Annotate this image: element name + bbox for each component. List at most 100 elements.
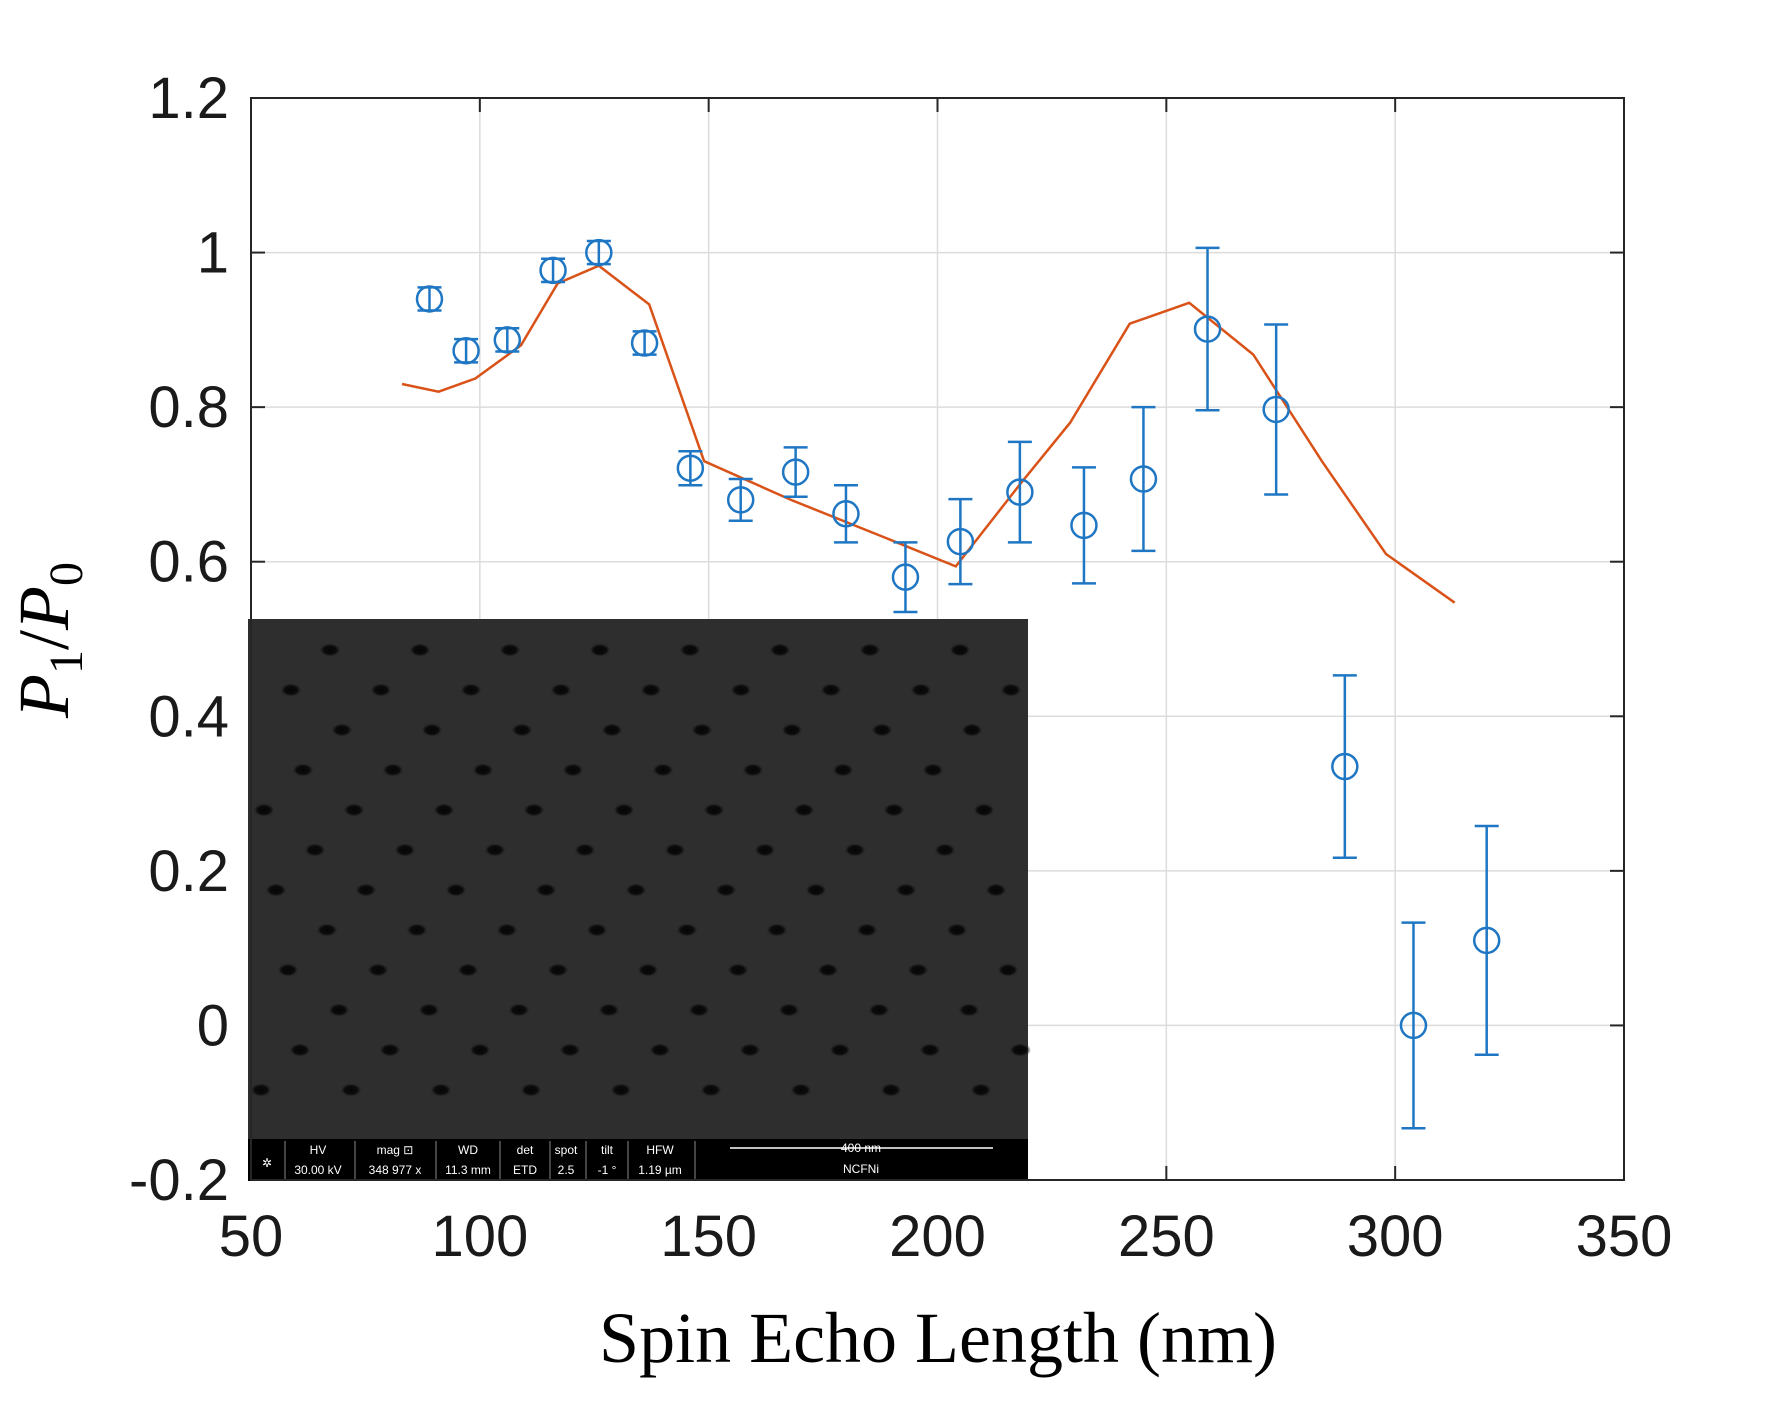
data-point [1262,323,1290,496]
sem-pore [688,1003,710,1017]
data-point [891,541,920,614]
sem-header: HFW [646,1143,674,1157]
sem-pore [484,843,506,857]
sem-pore [277,963,299,977]
y-tick-label: 0.8 [148,375,229,440]
sem-value: ETD [513,1163,537,1177]
sem-pore [379,1043,401,1057]
sem-pore [1009,1043,1031,1057]
sem-inset-image: ✲ HV mag ⊡ WD det spot tilt HFW 30.00 kV 348 97… [248,619,1031,1181]
y-tick-label: 0.2 [148,839,229,904]
sem-pore [586,923,608,937]
data-marker [1070,511,1098,540]
data-point [585,238,613,267]
sem-pore [613,803,635,817]
sem-pore [508,1003,530,1017]
data-point [1331,674,1359,859]
sem-value: 1.19 µm [638,1163,682,1177]
x-tick-label: 300 [1347,1204,1444,1269]
data-point [946,497,975,586]
data-point [1070,466,1098,585]
sem-pore [778,1003,800,1017]
sem-pore [949,643,971,657]
sem-logo-icon: ✲ [262,1156,272,1170]
sem-pore [1000,683,1022,697]
fit-layer [401,264,1456,604]
plot-frame [250,97,1625,1181]
sem-pore [649,1043,671,1057]
data-point [676,449,705,487]
sem-pore [652,763,674,777]
sem-pore [871,723,893,737]
data-point [1472,824,1501,1057]
sem-pore [304,843,326,857]
x-tick-label: 200 [889,1204,986,1269]
data-point [781,446,810,499]
sem-pore [343,803,365,817]
sem-pore [691,723,713,737]
data-marker [1193,315,1222,343]
sem-header: mag ⊡ [377,1143,414,1157]
sem-pore [610,1083,632,1097]
y-tick-label: 0.4 [148,684,229,749]
sem-pore [781,723,803,737]
sem-pore [961,723,983,737]
data-marker [585,238,613,267]
sem-pore [574,843,596,857]
sem-info-headers: HV mag ⊡ WD det spot tilt HFW [284,1141,696,1179]
data-point [1399,921,1428,1130]
data-point [726,477,755,523]
sem-pore [829,1043,851,1057]
sem-pore [742,763,764,777]
sem-pore [769,643,791,657]
y-tick-label: 1 [197,221,229,286]
sem-pore [421,723,443,737]
sem-pore [430,1083,452,1097]
sem-pore [328,1003,350,1017]
sem-header: HV [310,1143,327,1157]
data-marker [781,458,810,486]
sem-pore [907,963,929,977]
sem-pore [766,923,788,937]
sem-pore [382,763,404,777]
sem-pore [805,883,827,897]
sem-pore [265,883,287,897]
sem-pore [535,883,557,897]
sem-value: 30.00 kV [294,1163,341,1177]
data-marker [630,329,659,357]
sem-scale-label: 400 nm [841,1141,881,1155]
sem-sample-name: NCFNi [843,1162,879,1176]
sem-pore [523,803,545,817]
sem-pore [511,723,533,737]
sem-pore [637,963,659,977]
sem-pore [859,643,881,657]
x-tick-label: 100 [431,1204,528,1269]
axis-ticks: 50 100 150 200 250 300 350-0.200.20.40.60.811.… [129,66,1672,1269]
x-tick-label: 250 [1118,1204,1215,1269]
sem-pore [832,763,854,777]
sem-pore [910,683,932,697]
sem-pore [496,923,518,937]
sem-pore [970,1083,992,1097]
data-marker [1262,395,1290,424]
y-axis-label: P1/P0 [4,562,93,719]
data-point [452,336,480,365]
y-tick-label: -0.2 [129,1148,229,1213]
sem-pore [793,803,815,817]
sem-pore [640,683,662,697]
fit-line [401,264,1456,604]
sem-pore [958,1003,980,1017]
data-marker [1331,752,1359,781]
x-tick-label: 350 [1576,1204,1673,1269]
sem-pore [562,763,584,777]
data-point [539,256,567,285]
y-tick-label: 1.2 [148,66,229,131]
sem-pore [253,803,275,817]
sem-header: spot [555,1143,578,1157]
sem-pore [679,643,701,657]
sem-pore [934,843,956,857]
sem-header: tilt [601,1143,614,1157]
data-marker [493,326,522,354]
sem-pore [445,883,467,897]
sem-pore [919,1043,941,1057]
